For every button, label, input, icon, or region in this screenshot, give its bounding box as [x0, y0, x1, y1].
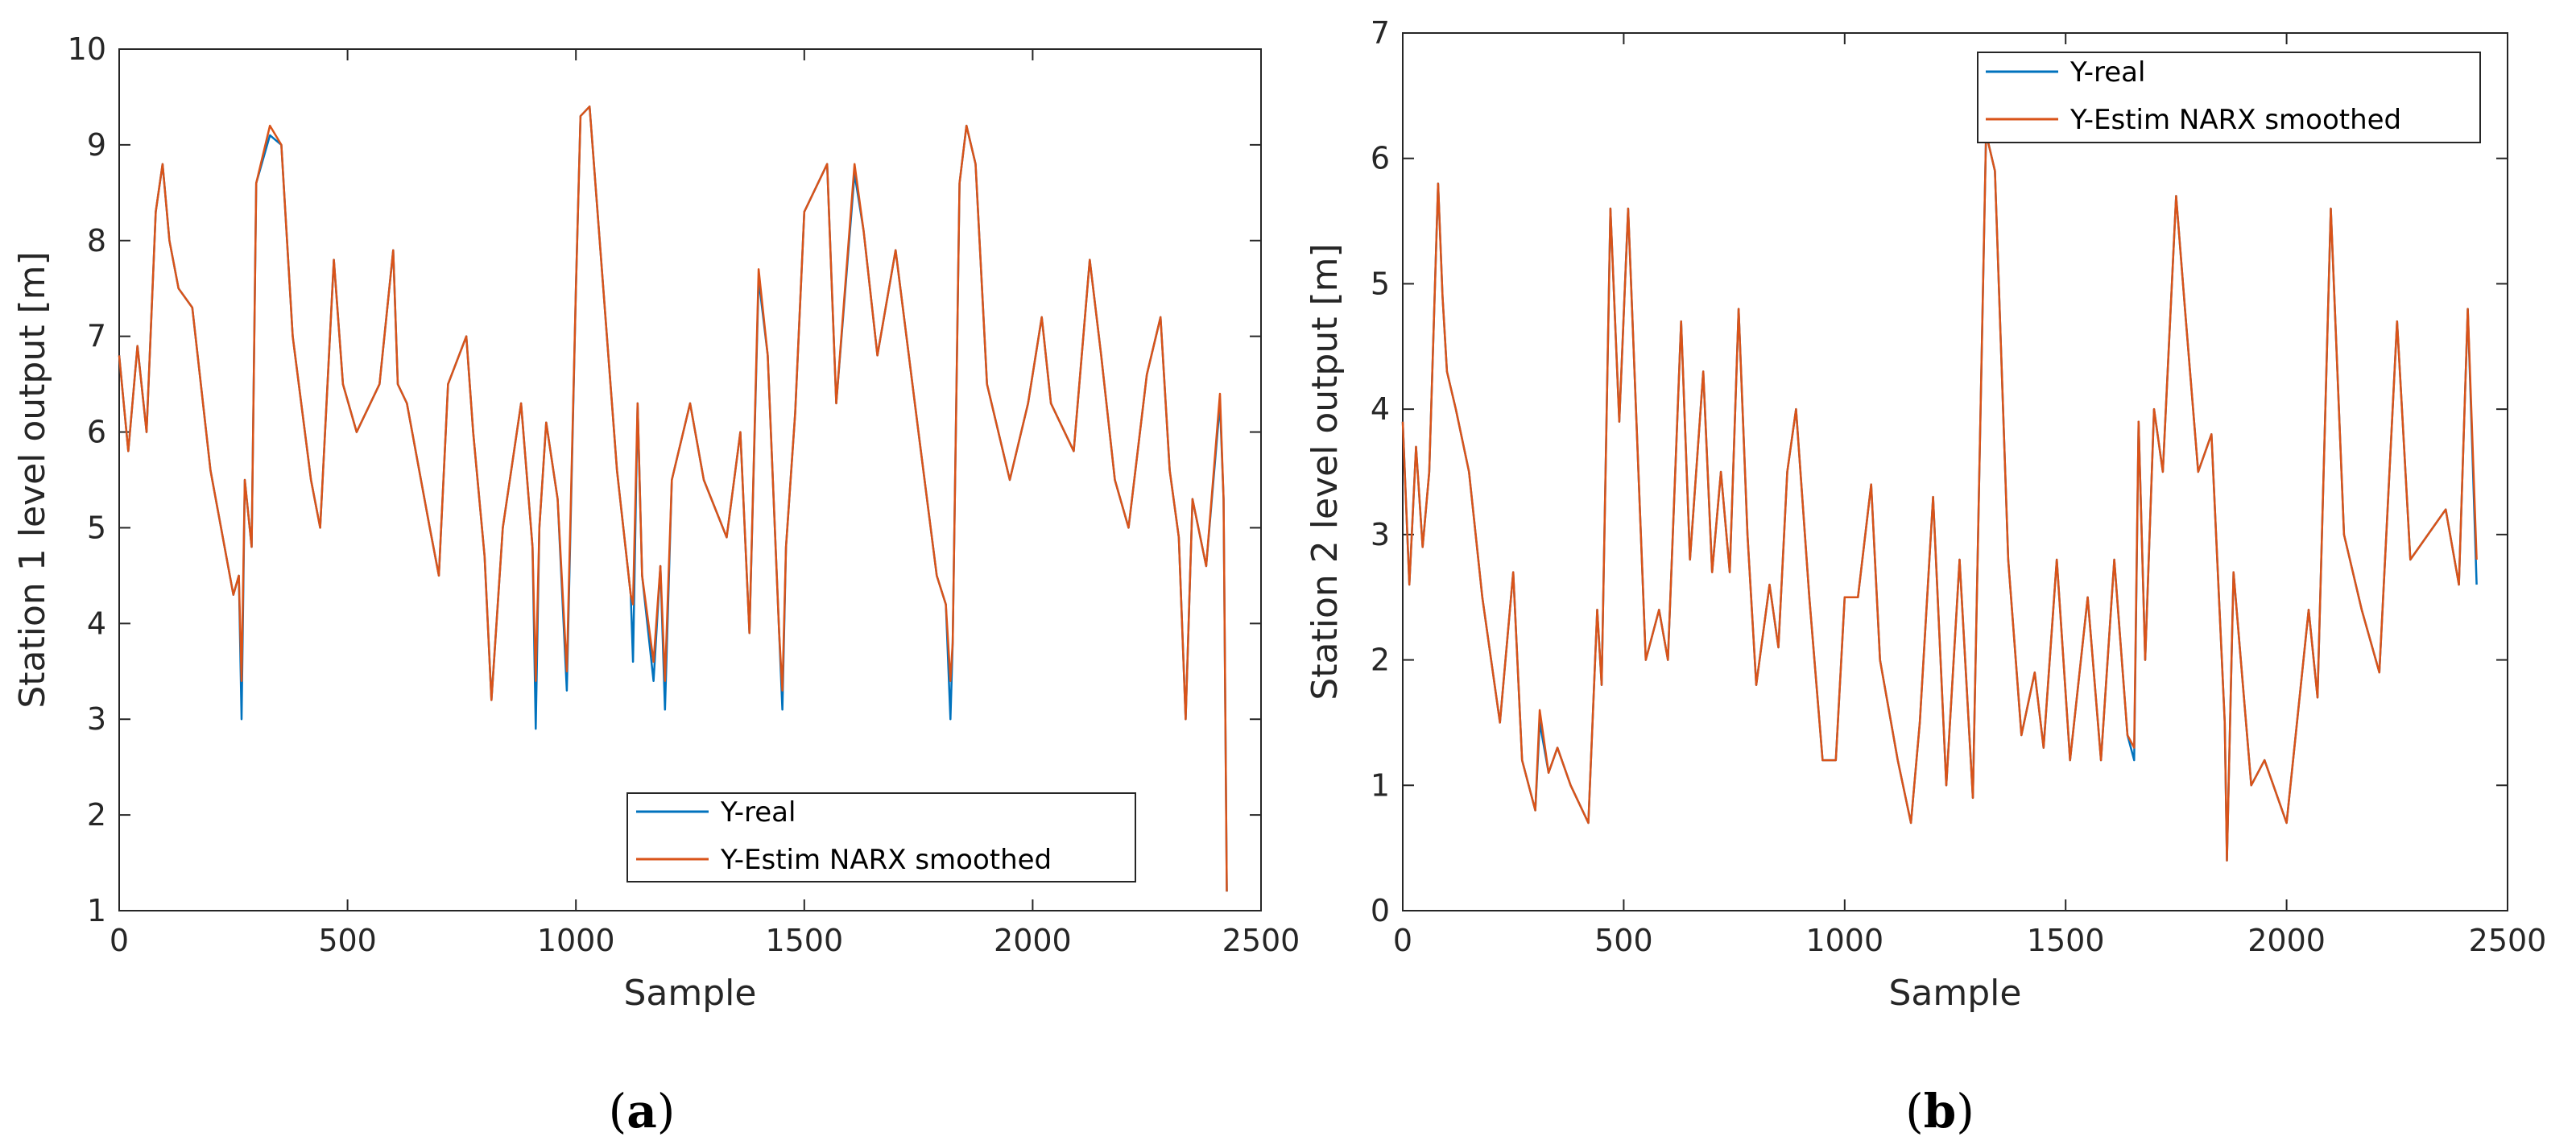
y-tick-label: 7: [87, 319, 106, 354]
y-tick-label: 6: [87, 415, 106, 450]
chart-panel-a: 0 500 1000 1500 2000 2500 1 2 3 4 5 6 7 8 9 10 Sample S…: [12, 31, 1300, 1139]
y-axis-label-b: Station 2 level output [m]: [1305, 243, 1346, 700]
x-axis-label-a: Sample: [624, 973, 757, 1014]
x-tick-label: 500: [1594, 923, 1653, 958]
series-lines-b: [1401, 132, 2478, 862]
legend-box-a: [626, 792, 1136, 883]
chart-panel-b: 0 500 1000 1500 2000 2500 0 1 2 3 4 5 6 7 Sample Stat…: [1305, 15, 2546, 1139]
x-tick-label: 0: [1393, 923, 1412, 958]
series-lines-a: [118, 105, 1228, 892]
x-tick-label: 0: [110, 923, 129, 958]
legend-entry-estim-b: Y-Estim NARX smoothed: [2069, 104, 2401, 136]
y-axis-label-a: Station 1 level output [m]: [12, 251, 53, 708]
legend-b: Y-real Y-Estim NARX smoothed: [1977, 52, 2481, 143]
x-tick-label: 500: [318, 923, 377, 958]
y-tick-label: 6: [1371, 141, 1390, 176]
x-tick-label: 2500: [2469, 923, 2547, 958]
series-line-y-estim: [118, 105, 1228, 892]
axes-ticks-b: 0 500 1000 1500 2000 2500 0 1 2 3 4 5 6 7: [1371, 15, 2547, 958]
y-tick-label: 4: [87, 606, 106, 641]
y-tick-label: 0: [1371, 893, 1390, 928]
plot-area-a: [118, 48, 1262, 911]
y-tick-label: 1: [1371, 767, 1390, 803]
y-tick-label: 4: [1371, 391, 1390, 427]
legend-entry-real-a: Y-real: [720, 796, 796, 829]
x-tick-label: 2500: [1222, 923, 1300, 958]
legend-entry-real-b: Y-real: [2069, 56, 2145, 89]
y-tick-label: 2: [87, 797, 106, 833]
legend-box-b: [1977, 52, 2481, 143]
legend-a: Y-real Y-Estim NARX smoothed: [626, 792, 1136, 883]
y-tick-label: 5: [87, 510, 106, 545]
y-tick-label: 5: [1371, 266, 1390, 301]
panel-caption-a: (a): [609, 1084, 676, 1139]
x-axis-label-b: Sample: [1889, 973, 2022, 1014]
y-tick-label: 7: [1371, 15, 1390, 51]
y-tick-label: 3: [1371, 517, 1390, 552]
x-tick-label: 1500: [2027, 923, 2105, 958]
panel-caption-b: (b): [1905, 1084, 1974, 1139]
y-tick-label: 9: [87, 127, 106, 163]
y-tick-label: 1: [87, 893, 106, 928]
x-tick-label: 1500: [765, 923, 843, 958]
x-tick-label: 1000: [537, 923, 615, 958]
y-tick-label: 3: [87, 701, 106, 737]
x-tick-label: 2000: [2247, 923, 2326, 958]
series-line-y-estim: [1401, 132, 2478, 862]
y-tick-label: 8: [87, 223, 106, 258]
x-tick-label: 1000: [1805, 923, 1883, 958]
x-tick-label: 2000: [994, 923, 1072, 958]
legend-entry-estim-a: Y-Estim NARX smoothed: [720, 844, 1052, 876]
y-tick-label: 2: [1371, 643, 1390, 678]
axes-ticks-a: 0 500 1000 1500 2000 2500 1 2 3 4 5 6 7 8 9 10: [68, 31, 1300, 958]
y-tick-label: 10: [68, 31, 106, 67]
